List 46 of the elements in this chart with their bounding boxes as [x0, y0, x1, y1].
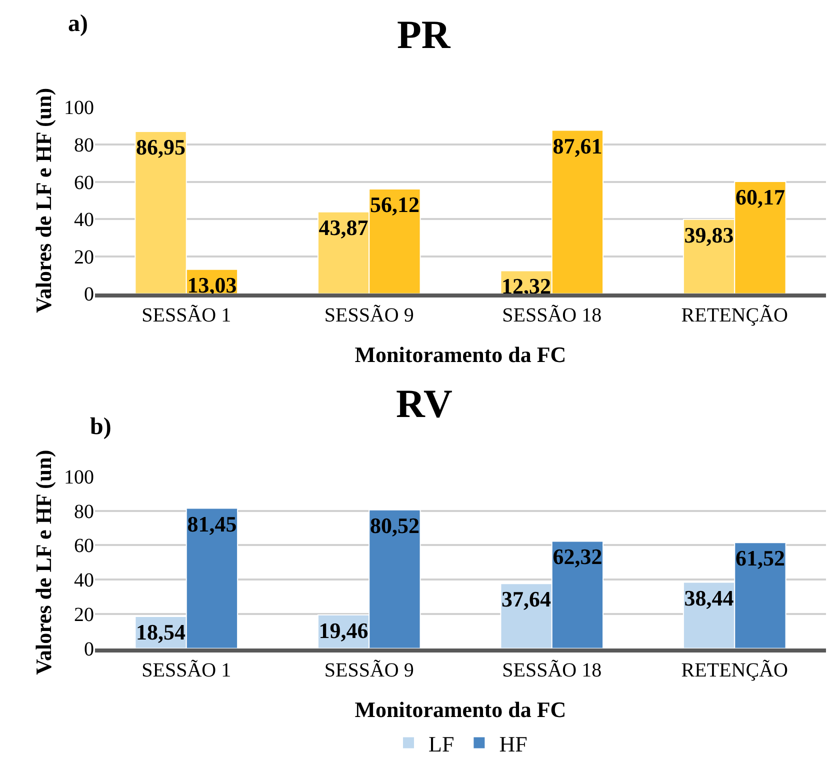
y-tick-label: 60 — [74, 535, 94, 558]
data-label: 86,95 — [136, 134, 186, 160]
data-label: 13,03 — [187, 272, 237, 298]
legend-label: LF — [428, 731, 454, 756]
y-axis-title: Valores de LF e HF (un) — [30, 450, 56, 675]
y-tick-label: 100 — [64, 466, 94, 488]
x-tick-label: RETENÇÃO — [681, 304, 788, 327]
y-tick-label: 40 — [74, 209, 94, 232]
x-axis-title: Monitoramento da FC — [354, 342, 566, 368]
data-label: 81,45 — [187, 511, 237, 536]
data-label: 19,46 — [318, 618, 368, 643]
text: b) — [90, 414, 112, 440]
y-tick-label: 100 — [64, 97, 94, 120]
chart-title: PR — [397, 12, 452, 57]
x-tick-label: SESSÃO 9 — [324, 659, 414, 682]
data-label: 87,61 — [552, 133, 602, 158]
data-label: 56,12 — [370, 192, 420, 218]
data-label: 38,44 — [684, 585, 734, 610]
y-tick-label: 20 — [74, 604, 94, 626]
data-label: 18,54 — [136, 619, 186, 644]
x-tick-label: SESSÃO 18 — [502, 304, 602, 327]
data-label: 12,32 — [502, 274, 552, 299]
y-tick-label: 80 — [74, 500, 94, 523]
y-tick-label: 40 — [74, 570, 94, 592]
data-label: 43,87 — [318, 214, 368, 240]
data-label: 62,32 — [552, 544, 602, 570]
y-tick-label: 80 — [74, 134, 94, 156]
x-tick-label: SESSÃO 18 — [502, 659, 602, 682]
y-tick-label: 20 — [74, 246, 94, 268]
x-axis-title: Monitoramento da FC — [354, 696, 566, 722]
text: a) — [68, 11, 88, 37]
data-label: 60,17 — [735, 184, 785, 210]
x-tick-label: RETENÇÃO — [681, 659, 788, 682]
y-axis-title: Valores de LF e HF (un) — [30, 88, 56, 313]
data-label: 39,83 — [684, 222, 734, 248]
y-tick-label: 0 — [84, 284, 94, 306]
chart-title: RV — [396, 381, 452, 426]
x-tick-label: SESSÃO 9 — [324, 304, 414, 327]
data-label: 80,52 — [370, 512, 420, 538]
legend-label: HF — [499, 731, 528, 756]
data-label: 61,52 — [735, 546, 785, 571]
y-tick-label: 60 — [74, 172, 94, 194]
y-tick-label: 0 — [84, 638, 94, 660]
data-label: 37,64 — [502, 586, 552, 612]
x-tick-label: SESSÃO 1 — [142, 659, 232, 682]
x-tick-label: SESSÃO 1 — [142, 304, 232, 327]
